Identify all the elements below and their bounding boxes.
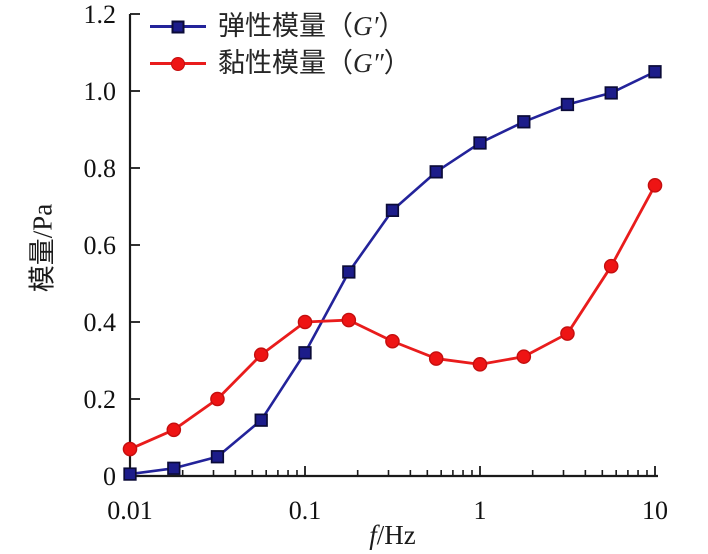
data-point-square: [385, 203, 400, 218]
y-axis-title: 模量/Pa: [27, 203, 58, 293]
x-axis-title-unit: /Hz: [376, 520, 416, 550]
x-axis-title-italic-f: f: [369, 520, 377, 550]
x-tick-label: 0.01: [107, 496, 153, 525]
data-point-circle: [341, 312, 357, 328]
series-line: [129, 184, 657, 451]
data-point-square: [429, 165, 443, 179]
series-line: [129, 70, 656, 476]
data-point-circle: [122, 441, 138, 457]
data-point-square: [517, 115, 531, 129]
data-point-circle: [472, 357, 488, 372]
data-point-square: [473, 136, 487, 150]
y-tick-label: 0.2: [84, 385, 117, 414]
data-point-circle: [385, 333, 400, 349]
y-tick-label: 1.2: [84, 0, 117, 29]
y-tick-label: 1.0: [84, 77, 117, 106]
data-point-square: [210, 450, 225, 464]
data-point-circle: [560, 326, 575, 341]
y-tick-label: 0: [103, 462, 116, 491]
data-point-square: [123, 467, 137, 481]
x-tick-label: 0.1: [289, 496, 322, 525]
data-point-square: [648, 65, 662, 79]
x-axis-title: f/Hz: [130, 520, 655, 551]
x-tick-label: 1: [474, 496, 487, 525]
legend-label-viscous-suffix: ）: [383, 48, 411, 78]
data-point-square: [560, 97, 575, 112]
data-point-circle: [428, 351, 444, 366]
axes: 0 0.2 0.4 0.6 0.8 1.0 1.2 0.01 0.1 1 10: [84, 0, 669, 525]
legend-circle-marker-icon: [171, 56, 185, 71]
data-point-circle: [297, 314, 313, 330]
data-point-circle: [253, 347, 269, 363]
series-elastic: [123, 65, 662, 481]
legend-square-marker-icon: [171, 20, 185, 33]
data-point-circle: [166, 422, 182, 438]
legend: 弹性模量（G′） 黏性模量（G″）: [150, 8, 411, 82]
y-tick-label: 0.4: [84, 308, 117, 337]
data-point-square: [342, 265, 356, 279]
legend-label-viscous-prefix: 黏性模量（: [218, 48, 353, 78]
legend-item-elastic-modulus: 弹性模量（G′）: [150, 8, 411, 45]
legend-label-elastic-suffix: ）: [378, 11, 406, 41]
y-tick-label: 0.8: [84, 154, 117, 183]
data-point-circle: [647, 178, 663, 193]
legend-item-viscous-modulus: 黏性模量（G″）: [150, 45, 411, 82]
data-point-square: [298, 346, 312, 360]
legend-label-elastic: 弹性模量（G′）: [218, 13, 405, 40]
legend-label-elastic-prefix: 弹性模量（: [218, 11, 353, 41]
data-point-circle: [603, 258, 619, 274]
axis-spines: [128, 14, 658, 478]
y-tick-label: 0.6: [84, 231, 117, 260]
data-point-circle: [210, 391, 225, 407]
legend-label-elastic-symbol: G′: [353, 11, 379, 41]
legend-key-viscous: [150, 56, 206, 72]
data-point-circle: [516, 349, 532, 364]
legend-key-elastic: [150, 19, 206, 35]
legend-label-viscous: 黏性模量（G″）: [218, 50, 411, 77]
data-point-square: [254, 413, 268, 427]
data-point-square: [167, 461, 181, 475]
x-tick-label: 10: [642, 496, 668, 525]
data-point-square: [604, 86, 618, 100]
legend-label-viscous-symbol: G″: [353, 48, 384, 78]
series-viscous: [122, 178, 663, 457]
